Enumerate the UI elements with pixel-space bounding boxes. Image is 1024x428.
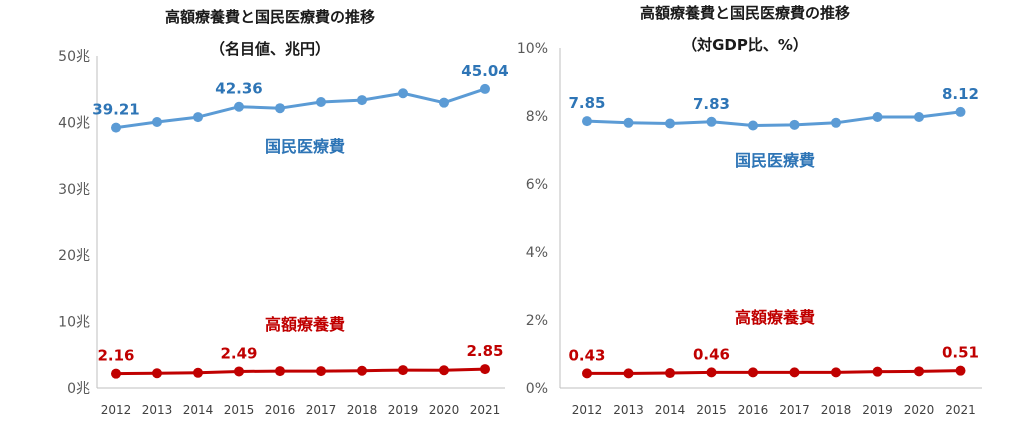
chart-1-series-label: 国民医療費	[265, 137, 345, 156]
chart-1-series-line	[115, 87, 486, 130]
chart-1-data-point	[439, 97, 449, 108]
chart-2-data-point	[914, 366, 924, 377]
chart-1-title: 高額療養費と国民医療費の推移	[165, 8, 375, 26]
chart-2-series-line	[586, 110, 961, 128]
chart-2-data-label: 0.51	[942, 344, 979, 362]
chart-2-y-tick-label: 2%	[526, 313, 548, 329]
chart-1-data-point	[111, 122, 121, 133]
chart-1-data-point	[111, 368, 121, 379]
chart-2-x-tick-label: 2020	[904, 403, 935, 417]
chart-2-data-point	[914, 112, 924, 123]
chart-1-y-tick-label: 30兆	[58, 182, 90, 198]
chart-1-data-point	[316, 366, 326, 377]
chart-1-y-tick-label: 20兆	[58, 248, 90, 264]
chart-1-x-tick-label: 2014	[183, 403, 214, 417]
chart-2-x-tick-label: 2016	[738, 403, 769, 417]
chart-2-series-line	[587, 369, 961, 375]
chart-1-y-tick-label: 0兆	[67, 381, 90, 397]
chart-1-x-tick-label: 2013	[142, 403, 173, 417]
chart-2-x-tick-label: 2021	[945, 403, 976, 417]
chart-2-data-point	[582, 368, 592, 379]
chart-1-subtitle: （名目値、兆円）	[210, 40, 330, 58]
chart-1-y-tick-label: 10兆	[58, 315, 90, 331]
chart-2-x-tick-label: 2019	[862, 403, 893, 417]
chart-2-data-point	[872, 366, 883, 377]
chart-2-data-label: 0.46	[693, 345, 730, 363]
chart-2-data-point	[665, 118, 675, 129]
chart-1-series-line	[115, 367, 486, 376]
chart-2-x-tick-label: 2014	[655, 403, 686, 417]
chart-2-y-tick-label: 0%	[526, 381, 548, 397]
chart-1-data-point	[152, 117, 162, 128]
chart-2-x-tick-label: 2018	[821, 403, 852, 417]
chart-2-data-point	[706, 367, 717, 378]
chart-2-y-tick-label: 8%	[526, 109, 548, 125]
chart-2-data-label: 0.43	[568, 346, 605, 364]
chart-1-data-point	[398, 365, 408, 376]
chart-2-data-point	[623, 368, 634, 379]
chart-1-x-tick-label: 2020	[429, 403, 460, 417]
chart-1-data-label: 2.49	[220, 344, 257, 362]
chart-2-series-label: 高額療養費	[735, 308, 815, 327]
chart-2-y-tick-label: 10%	[517, 41, 548, 57]
chart-2-y-tick-label: 4%	[526, 245, 548, 261]
chart-1-data-point	[480, 83, 490, 94]
chart-2-x-tick-label: 2013	[613, 403, 644, 417]
chart-2-data-point	[789, 119, 800, 130]
chart-1-y-tick-label: 50兆	[58, 49, 90, 65]
chart-1-x-tick-label: 2019	[388, 403, 419, 417]
chart-1-x-tick-label: 2015	[224, 403, 255, 417]
chart-1-data-point	[357, 365, 367, 376]
chart-1-data-point	[316, 97, 326, 108]
chart-2-data-label: 7.85	[568, 94, 605, 112]
chart-2-x-tick-label: 2017	[779, 403, 810, 417]
chart-2-data-point	[955, 365, 966, 376]
chart-2-title: 高額療養費と国民医療費の推移	[640, 4, 850, 22]
chart-1-data-label: 2.16	[97, 347, 134, 365]
chart-1-data-point	[398, 88, 408, 99]
chart-1-y-tick-label: 40兆	[58, 115, 90, 131]
chart-2-data-label: 8.12	[942, 85, 979, 103]
chart-1-data-point	[275, 366, 285, 377]
chart-2-data-point	[831, 117, 841, 128]
chart-1-x-tick-label: 2017	[306, 403, 337, 417]
chart-2-x-tick-label: 2012	[572, 403, 603, 417]
chart-1-data-point	[193, 112, 203, 123]
chart-1-data-point	[152, 368, 162, 379]
chart-1-series-label: 高額療養費	[265, 315, 345, 334]
chart-1-data-label: 39.21	[92, 101, 139, 119]
chart-2-subtitle: （対GDP比、%）	[682, 36, 808, 54]
chart-2-data-label: 7.83	[693, 95, 730, 113]
chart-1-x-tick-label: 2012	[101, 403, 132, 417]
chart-1-x-tick-label: 2018	[347, 403, 378, 417]
chart-2-data-point	[748, 120, 758, 131]
chart-1-data-point	[193, 367, 203, 378]
chart-1-data-point	[275, 103, 285, 114]
chart-2-data-point	[623, 117, 634, 128]
chart-1-data-point	[234, 366, 244, 377]
chart-2-data-point	[955, 106, 966, 117]
chart-1-x-tick-label: 2021	[470, 403, 501, 417]
chart-1-data-point	[234, 101, 244, 112]
chart-1-data-label: 45.04	[461, 62, 508, 80]
chart-1-data-label: 42.36	[215, 80, 262, 98]
chart-2-data-point	[872, 112, 883, 123]
chart-1-x-tick-label: 2016	[265, 403, 296, 417]
chart-1-data-point	[480, 364, 490, 375]
chart-1-data-label: 2.85	[466, 342, 503, 360]
chart-2-x-tick-label: 2015	[696, 403, 727, 417]
chart-1-data-point	[357, 95, 367, 106]
chart-2-data-point	[789, 367, 800, 378]
chart-2-data-point	[748, 367, 758, 378]
chart-2-data-point	[665, 368, 675, 379]
chart-2-y-tick-label: 6%	[526, 177, 548, 193]
chart-2-series-label: 国民医療費	[735, 151, 815, 170]
chart-2-data-point	[582, 116, 592, 127]
chart-2-data-point	[831, 367, 841, 378]
chart-2-data-point	[706, 116, 717, 127]
chart-1-data-point	[439, 365, 449, 376]
